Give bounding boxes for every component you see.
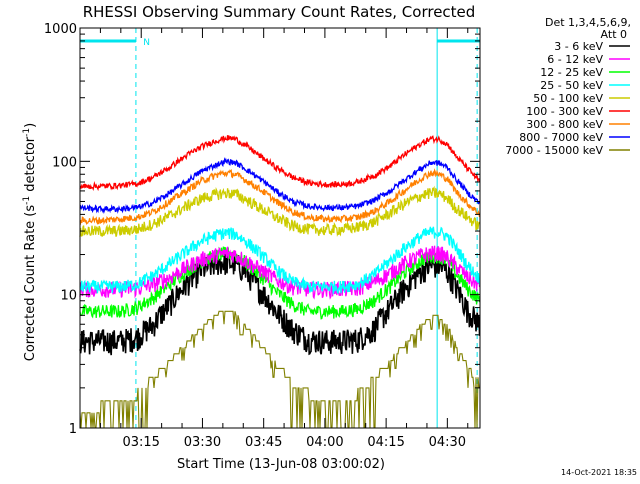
series-line bbox=[79, 226, 481, 296]
series-6-12-kev bbox=[79, 245, 481, 300]
legend-entry-label: 800 - 7000 keV bbox=[519, 131, 603, 144]
y-tick-label: 1000 bbox=[44, 22, 77, 37]
night-annotation-label: N bbox=[143, 38, 150, 48]
x-axis-label: Start Time (13-Jun-08 03:00:02) bbox=[177, 457, 385, 472]
series-line bbox=[79, 168, 481, 226]
series-7000-15000-kev bbox=[79, 310, 480, 429]
series-line bbox=[79, 245, 481, 300]
axes: 1 10 100 1000 03:15 03:30 03:45 04:00 04:15 04:30 bbox=[44, 22, 481, 450]
legend-entry-label: 7000 - 15000 keV bbox=[505, 144, 603, 157]
series-line bbox=[79, 310, 480, 429]
x-tick-label: 03:30 bbox=[184, 435, 221, 450]
legend-entry: 100 - 300 keV bbox=[526, 105, 630, 118]
legend-header-line-2: Att 0 bbox=[601, 28, 627, 41]
x-tick-label: 03:45 bbox=[245, 435, 282, 450]
legend-entry-label: 3 - 6 keV bbox=[554, 40, 603, 53]
series-line bbox=[79, 185, 481, 238]
y-axis-label: Corrected Count Rate (s-1 detector-1) bbox=[22, 123, 38, 361]
y-axis-label-superscript-2: -1 bbox=[22, 128, 32, 137]
legend-entry-label: 50 - 100 keV bbox=[533, 92, 603, 105]
series-25-50-kev bbox=[79, 226, 481, 296]
plot-frame bbox=[79, 27, 481, 429]
series-50-100-kev bbox=[79, 185, 481, 238]
series-line bbox=[79, 252, 481, 356]
y-axis-label-middle: detector bbox=[23, 136, 38, 196]
x-tick-label: 04:00 bbox=[306, 435, 343, 450]
legend-entry-label: 12 - 25 keV bbox=[540, 66, 603, 79]
legend-entry: 3 - 6 keV bbox=[554, 40, 630, 53]
y-axis-label-superscript-1: -1 bbox=[22, 196, 32, 205]
y-tick-label: 100 bbox=[52, 155, 77, 170]
y-tick-label: 1 bbox=[69, 422, 77, 437]
y-axis-label-end: ) bbox=[23, 123, 38, 128]
legend-entry-label: 300 - 800 keV bbox=[526, 118, 603, 131]
series-line bbox=[79, 135, 481, 192]
legend-entry: 300 - 800 keV bbox=[526, 118, 630, 131]
series-line bbox=[79, 246, 481, 320]
legend-entry-label: 25 - 50 keV bbox=[540, 79, 603, 92]
x-tick-label: 03:15 bbox=[122, 435, 159, 450]
legend-entry: 7000 - 15000 keV bbox=[505, 144, 630, 157]
y-tick-label: 10 bbox=[60, 289, 77, 304]
legend-entry: 12 - 25 keV bbox=[540, 66, 630, 79]
series-800-7000-kev bbox=[79, 157, 481, 215]
legend-entry: 25 - 50 keV bbox=[540, 79, 630, 92]
legend-entry-label: 100 - 300 keV bbox=[526, 105, 603, 118]
x-tick-label: 04:15 bbox=[367, 435, 404, 450]
series-100-300-kev bbox=[79, 135, 481, 192]
series-300-800-kev bbox=[79, 168, 481, 226]
series-line bbox=[79, 157, 481, 215]
legend-entry: 6 - 12 keV bbox=[547, 53, 630, 66]
y-axis-label-main: Corrected Count Rate (s bbox=[23, 205, 38, 362]
legend-entry: 50 - 100 keV bbox=[533, 92, 630, 105]
series-3-6-kev bbox=[79, 252, 481, 356]
timestamp: 14-Oct-2021 18:35 bbox=[561, 468, 637, 477]
series-12-25-kev bbox=[79, 246, 481, 320]
legend-entry-label: 6 - 12 keV bbox=[547, 53, 603, 66]
chart-title: RHESSI Observing Summary Count Rates, Co… bbox=[83, 3, 476, 21]
legend-entry: 800 - 7000 keV bbox=[519, 131, 630, 144]
legend-header-line-1: Det 1,3,4,5,6,9, bbox=[545, 16, 631, 29]
x-tick-label: 04:30 bbox=[429, 435, 466, 450]
